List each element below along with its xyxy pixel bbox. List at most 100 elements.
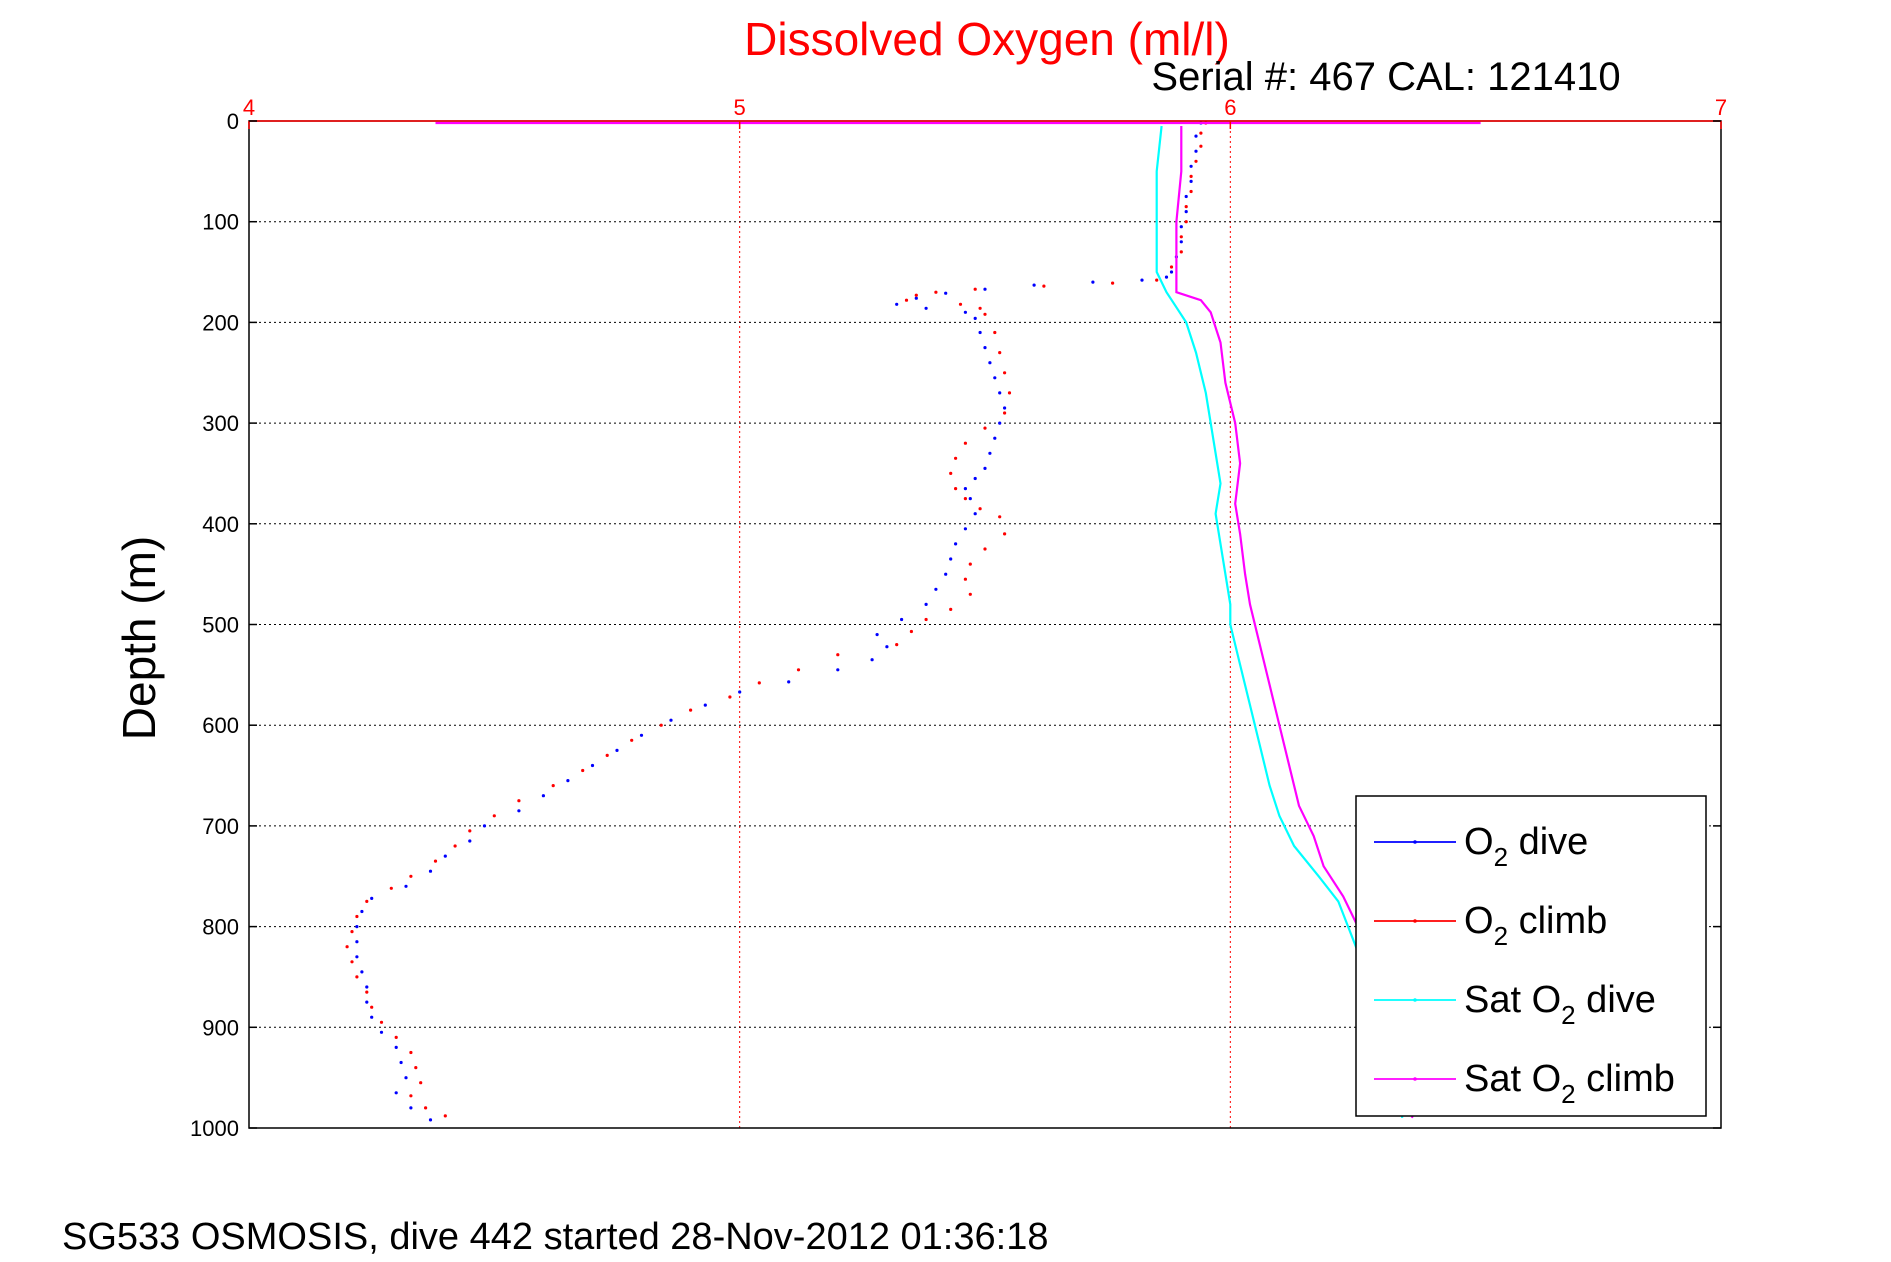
data-point <box>370 896 374 901</box>
data-point <box>551 784 555 788</box>
data-point <box>350 960 354 964</box>
data-point <box>355 925 359 929</box>
data-point <box>443 1114 447 1118</box>
series-o2-climb <box>345 121 1208 1118</box>
data-point <box>1189 179 1193 183</box>
data-point <box>983 287 987 291</box>
data-point <box>885 645 889 649</box>
data-point <box>914 296 918 300</box>
data-point <box>409 874 413 878</box>
chart-caption: SG533 OSMOSIS, dive 442 started 28-Nov-2… <box>62 1216 1048 1258</box>
data-point <box>968 562 972 566</box>
data-point <box>757 681 761 685</box>
data-point <box>615 748 619 753</box>
data-point <box>1169 265 1174 269</box>
data-point <box>796 668 801 672</box>
data-point <box>963 487 968 491</box>
data-point <box>419 1081 423 1085</box>
y-ticks: 0 100 200 300 400 500 600 700 800 900 1000 <box>190 109 1721 1141</box>
legend-marker <box>1413 919 1417 923</box>
data-point <box>728 695 732 699</box>
data-point <box>355 955 359 959</box>
data-point <box>968 497 972 501</box>
series-layer <box>345 121 1481 1122</box>
data-point <box>870 658 874 662</box>
data-point <box>659 723 663 727</box>
data-point <box>428 1118 433 1122</box>
data-point <box>1032 283 1036 287</box>
y-tick-label: 700 <box>202 814 239 839</box>
data-point <box>973 512 977 516</box>
data-point <box>428 869 433 873</box>
data-point <box>370 1015 374 1019</box>
x-tick-label: 4 <box>243 95 255 120</box>
data-point <box>404 884 408 888</box>
data-point <box>934 290 938 294</box>
data-point <box>787 680 791 684</box>
data-point <box>590 763 595 768</box>
data-point <box>1184 194 1188 199</box>
data-point <box>482 824 487 828</box>
data-point <box>669 718 673 722</box>
data-point <box>949 607 953 612</box>
data-point <box>365 985 369 989</box>
data-point <box>492 814 496 818</box>
data-point <box>998 421 1002 425</box>
y-tick-label: 1000 <box>190 1116 239 1141</box>
data-point <box>1189 174 1193 178</box>
data-point <box>944 291 948 295</box>
x-tick-label: 7 <box>1715 95 1727 120</box>
legend-item: Sat O2 climb <box>1374 1058 1675 1109</box>
data-point <box>1111 281 1115 285</box>
y-tick-label: 500 <box>202 613 239 638</box>
data-point <box>517 809 521 813</box>
data-point <box>993 376 997 380</box>
data-point <box>355 940 359 944</box>
data-point <box>895 643 899 647</box>
data-point <box>973 316 977 320</box>
data-point <box>875 633 879 637</box>
data-point <box>963 497 968 501</box>
data-point <box>963 577 968 581</box>
data-point <box>978 330 982 335</box>
data-point <box>998 351 1002 355</box>
y-tick-label: 800 <box>202 915 239 940</box>
legend-label: Sat O2 climb <box>1464 1058 1675 1109</box>
data-point <box>1194 159 1198 163</box>
data-point <box>399 1060 403 1065</box>
data-point <box>978 507 982 511</box>
data-point <box>904 298 909 302</box>
data-point <box>1179 225 1183 229</box>
data-point <box>963 441 968 445</box>
data-point <box>409 1094 413 1098</box>
data-point <box>630 738 634 742</box>
data-point <box>1189 189 1193 194</box>
y-tick-label: 200 <box>202 310 239 335</box>
data-point <box>1199 144 1203 148</box>
data-point <box>1155 278 1159 282</box>
data-point <box>895 302 899 306</box>
data-point <box>468 829 472 833</box>
data-point <box>983 466 987 470</box>
chart-title: Dissolved Oxygen (ml/l) <box>744 13 1230 65</box>
data-point <box>983 346 987 350</box>
data-point <box>360 909 364 914</box>
data-point <box>1003 406 1007 410</box>
data-point <box>924 306 928 310</box>
data-point <box>443 854 447 858</box>
data-point <box>978 306 982 310</box>
data-point <box>409 1050 413 1055</box>
data-point <box>1003 411 1007 415</box>
data-point <box>1140 278 1144 282</box>
data-point <box>517 799 521 803</box>
data-point <box>394 1045 398 1049</box>
data-point <box>1169 270 1174 274</box>
data-point <box>949 557 953 561</box>
data-point <box>1179 240 1183 244</box>
data-point <box>365 1000 369 1004</box>
data-point <box>689 708 693 712</box>
data-point <box>993 330 997 335</box>
data-point <box>983 426 987 430</box>
data-point <box>379 1030 384 1034</box>
data-point <box>581 768 585 773</box>
